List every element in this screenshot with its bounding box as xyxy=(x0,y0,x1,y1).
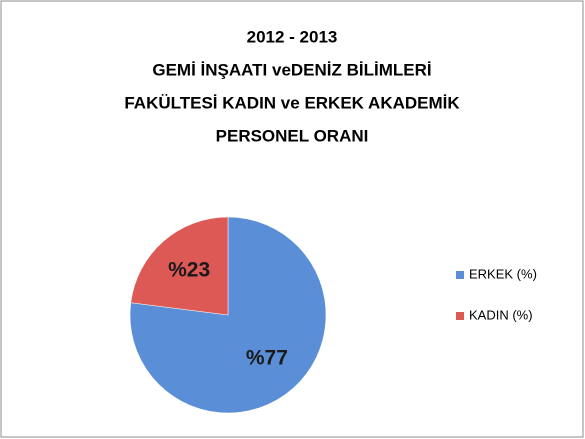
legend-label: ERKEK (%) xyxy=(469,266,537,281)
chart-title: 2012 - 2013 xyxy=(247,27,338,46)
legend-swatch xyxy=(456,312,464,320)
chart-title: PERSONEL ORANI xyxy=(216,126,369,145)
pie-slice xyxy=(130,216,229,316)
data-label: %23 xyxy=(168,258,210,281)
data-label: %77 xyxy=(246,347,288,370)
legend-swatch xyxy=(456,271,464,279)
chart-title: FAKÜLTESİ KADIN ve ERKEK AKADEMİK xyxy=(124,93,460,112)
legend-label: KADIN (%) xyxy=(469,307,533,322)
chart-title: GEMİ İNŞAATI veDENİZ BİLİMLERİ xyxy=(152,60,431,79)
